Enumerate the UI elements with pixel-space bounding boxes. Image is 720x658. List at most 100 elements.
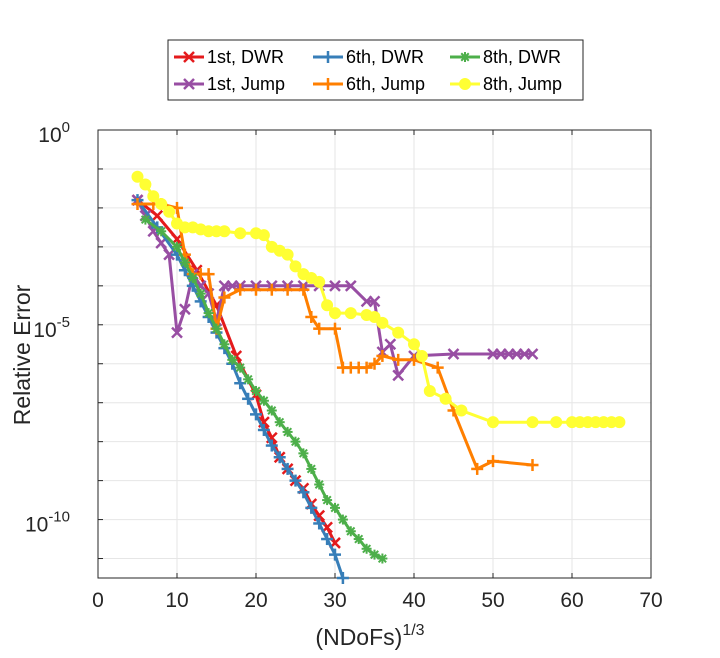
- series-8th-dwr-point-stroke: [140, 215, 150, 225]
- series-8th-dwr-point-stroke: [362, 544, 372, 554]
- y-tick-label-exponent: -10: [48, 509, 70, 526]
- series-6th-dwr-point: [273, 451, 286, 464]
- series-8th-dwr: [140, 214, 388, 564]
- series-8th-dwr-point-stroke: [227, 355, 237, 365]
- series-6th-dwr-point: [242, 392, 255, 405]
- y-tick-label-base: 10: [25, 514, 48, 537]
- series-6th-dwr-point: [305, 501, 318, 514]
- series-8th-dwr-point: [330, 502, 340, 513]
- legend-item-6th-dwr: 6th, DWR: [313, 47, 424, 67]
- series-8th-jump-point: [344, 307, 357, 320]
- legend-item-1st-jump-label: 1st, Jump: [207, 74, 285, 94]
- series-8th-jump-point-dot: [257, 229, 270, 242]
- series-8th-dwr-point-stroke: [180, 257, 190, 267]
- x-tick-label: 30: [323, 589, 346, 612]
- series-8th-dwr-point: [306, 463, 317, 474]
- series-8th-dwr-point-stroke: [156, 226, 166, 236]
- series-8th-jump-point: [163, 205, 176, 218]
- series-8th-jump-point-dot: [550, 416, 563, 429]
- series-6th-dwr-point: [313, 517, 326, 530]
- series-8th-jump-point: [526, 416, 539, 429]
- series-8th-dwr-point: [361, 543, 372, 554]
- legend-box: [167, 39, 584, 101]
- series-8th-jump-point: [613, 416, 626, 429]
- legend-item-8th-jump: 8th, Jump: [450, 74, 562, 94]
- series-8th-dwr-point: [156, 226, 167, 237]
- series-8th-jump-point: [423, 385, 436, 398]
- series-8th-dwr-point-stroke: [259, 396, 269, 406]
- series-8th-jump-point: [329, 307, 341, 320]
- series-8th-jump-point: [313, 275, 326, 288]
- series-8th-jump-point: [487, 416, 499, 429]
- y-axis-label: Relative Error: [9, 284, 35, 425]
- y-tick-label: 10-5: [33, 314, 70, 342]
- series-8th-dwr-point-stroke: [196, 289, 206, 299]
- series-8th-jump-point-dot: [376, 316, 389, 329]
- series-6th-dwr-point: [281, 462, 294, 475]
- series-8th-dwr-point-stroke: [267, 406, 277, 415]
- series-6th-jump-point: [329, 322, 341, 335]
- x-tick-label: 60: [560, 589, 583, 612]
- series-1st-jump-line: [136, 199, 533, 377]
- series-6th-jump-point: [131, 198, 144, 211]
- series-8th-dwr-point: [187, 273, 198, 284]
- x-axis-label-base: (NDoFs): [315, 624, 402, 650]
- series-6th-dwr-point: [250, 408, 262, 421]
- series-1st-jump-point: [163, 248, 175, 261]
- series-layer: [131, 170, 626, 584]
- x-tick-label: 20: [244, 589, 267, 612]
- series-8th-dwr-point: [203, 308, 214, 319]
- series-8th-dwr-point: [266, 405, 277, 416]
- series-8th-dwr-point: [353, 534, 364, 545]
- series-8th-dwr-point: [235, 362, 246, 373]
- series-1st-jump-point-stroke: [163, 248, 175, 261]
- series-6th-jump-point: [526, 459, 539, 472]
- series-8th-jump-point-dot: [163, 205, 176, 218]
- series-8th-jump-point-dot: [368, 310, 381, 323]
- series-6th-dwr-point: [234, 377, 247, 390]
- legend-item-1st-dwr-marker: [183, 51, 195, 63]
- series-8th-dwr-point: [337, 514, 348, 525]
- series-8th-dwr-point-stroke: [275, 417, 285, 427]
- series-8th-jump-point-dot: [289, 260, 302, 273]
- series-8th-dwr-point: [314, 479, 325, 490]
- series-6th-dwr-line: [136, 199, 345, 579]
- series-6th-jump-point: [471, 462, 484, 475]
- legend-item-8th-jump-label: 8th, Jump: [483, 74, 562, 94]
- legend-item-6th-jump-label: 6th, Jump: [346, 74, 425, 94]
- series-6th-jump-point: [487, 455, 499, 468]
- series-8th-jump-point: [376, 316, 389, 329]
- series-8th-dwr-point-stroke: [346, 526, 356, 536]
- series-1st-jump-point-stroke: [179, 303, 191, 316]
- series-6th-dwr-point: [257, 423, 270, 436]
- series-8th-jump-point: [131, 170, 144, 183]
- legend-item-1st-dwr-label: 1st, DWR: [207, 47, 284, 67]
- series-6th-dwr-point: [265, 439, 278, 452]
- series-8th-jump-point: [415, 349, 428, 362]
- series-1st-jump-point: [447, 348, 460, 360]
- series-8th-dwr-point-stroke: [219, 339, 229, 349]
- series-8th-jump-point: [439, 392, 452, 405]
- legend-item-6th-jump: 6th, Jump: [313, 74, 425, 94]
- series-8th-dwr-point: [290, 436, 301, 447]
- series-8th-jump-point-dot: [526, 416, 539, 429]
- series-8th-dwr-point-stroke: [188, 273, 198, 283]
- series-8th-dwr-point: [243, 374, 254, 385]
- series-8th-jump-point-dot: [313, 275, 326, 288]
- series-6th-dwr-point: [321, 533, 334, 546]
- series-8th-dwr-point: [251, 386, 261, 397]
- series-8th-dwr-point: [377, 553, 388, 564]
- series-8th-dwr-point-stroke: [172, 242, 182, 252]
- series-8th-jump-point-dot: [408, 338, 420, 351]
- series-1st-jump-point-stroke: [447, 348, 460, 360]
- series-6th-jump-point: [431, 361, 444, 374]
- series-6th-jump-point: [305, 310, 318, 323]
- series-8th-dwr-point: [282, 426, 293, 437]
- series-8th-dwr-point: [369, 549, 380, 560]
- series-1st-jump-point: [344, 279, 357, 292]
- series-8th-dwr-point: [298, 448, 309, 459]
- legend: 1st, DWR 6th, DWR 8th, DWR 1st, Jump 6th, Ju…: [167, 39, 584, 101]
- series-1st-jump-point: [329, 279, 341, 292]
- x-axis-label: (NDoFs)1/3: [315, 622, 424, 650]
